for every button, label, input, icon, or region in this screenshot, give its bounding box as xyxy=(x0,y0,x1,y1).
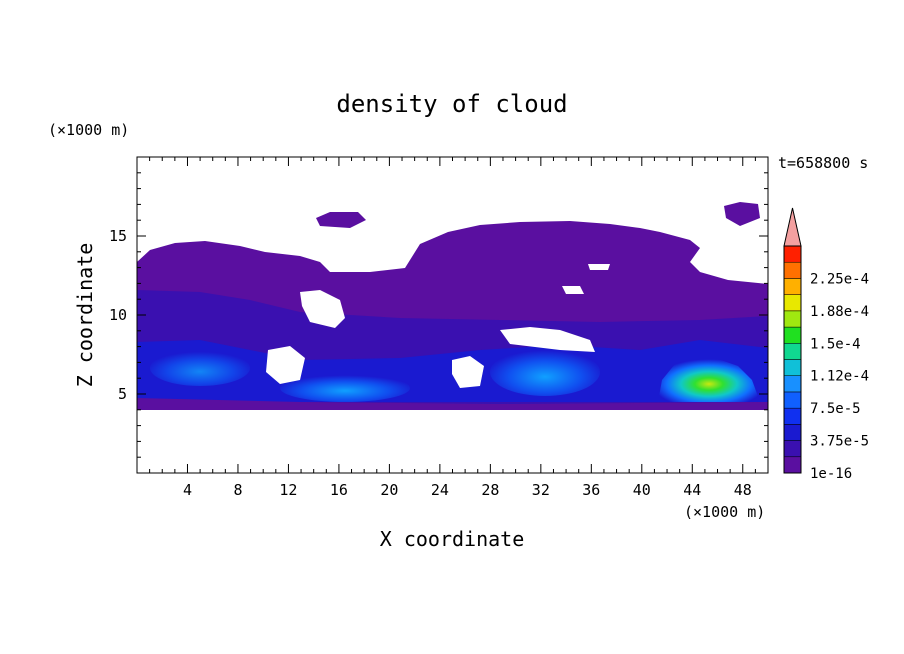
cloud-puff xyxy=(724,202,760,226)
cloud-base xyxy=(137,398,768,410)
y-tick-label: 5 xyxy=(118,385,127,403)
clear-hole xyxy=(452,356,484,388)
cell-x31 xyxy=(490,348,600,396)
x-axis-label: X coordinate xyxy=(380,527,525,551)
y-tick-label: 10 xyxy=(109,306,127,324)
core-x44 xyxy=(658,357,760,402)
colorbar-swatch xyxy=(783,440,802,458)
colorbar-label: 3.75e-5 xyxy=(810,434,869,450)
colorbar-label: 1.12e-4 xyxy=(810,369,869,385)
x-tick-label: 44 xyxy=(683,481,701,499)
colorbar-overflow-triangle xyxy=(783,207,802,247)
colorbar-swatch xyxy=(783,424,802,441)
colorbar-swatch xyxy=(783,359,802,376)
colorbar-label: 7.5e-5 xyxy=(810,401,861,417)
x-ticks: 4 8 12 16 20 24 28 32 36 40 44 48 xyxy=(149,157,756,499)
x-tick-label: 24 xyxy=(431,481,449,499)
colorbar-swatch xyxy=(783,261,802,279)
colorbar-swatch xyxy=(783,245,802,263)
x-tick-label: 4 xyxy=(183,481,192,499)
x-tick-label: 20 xyxy=(380,481,398,499)
colorbar-swatch xyxy=(783,343,802,360)
y-axis-label: Z coordinate xyxy=(73,243,97,388)
colorbar-label: 1.5e-4 xyxy=(810,336,861,352)
x-tick-label: 8 xyxy=(233,481,242,499)
cloud-puff xyxy=(316,212,366,228)
y-unit-label: (×1000 m) xyxy=(48,121,129,139)
colorbar: 1e-16 3.75e-5 7.5e-5 1.12e-4 1.5e-4 1.88e-4 2.… xyxy=(783,207,869,482)
y-tick-label: 15 xyxy=(109,227,127,245)
clear-hole xyxy=(500,327,595,352)
colorbar-swatch xyxy=(783,278,802,295)
x-tick-label: 16 xyxy=(330,481,348,499)
clear-hole xyxy=(588,264,610,270)
colorbar-swatch xyxy=(783,326,802,344)
clear-hole xyxy=(562,286,584,294)
y-ticks: 5 10 15 xyxy=(109,172,768,458)
x-tick-label: 40 xyxy=(633,481,651,499)
colorbar-swatch xyxy=(783,407,802,425)
colorbar-swatch xyxy=(783,294,802,312)
density-field xyxy=(137,202,768,410)
x-tick-label: 48 xyxy=(734,481,752,499)
colorbar-swatch xyxy=(783,375,802,393)
colorbar-label: 2.25e-4 xyxy=(810,271,869,287)
colorbar-frame xyxy=(783,245,802,474)
cell-x16 xyxy=(280,374,410,402)
x-tick-label: 32 xyxy=(532,481,550,499)
x-tick-label: 12 xyxy=(279,481,297,499)
colorbar-swatch xyxy=(783,391,802,409)
time-label: t=658800 s xyxy=(778,154,868,172)
cell-x6 xyxy=(150,350,250,386)
colorbar-label: 1.88e-4 xyxy=(810,304,869,320)
x-tick-label: 28 xyxy=(481,481,499,499)
colorbar-label: 1e-16 xyxy=(810,466,852,482)
clear-hole xyxy=(266,346,305,384)
x-unit-label: (×1000 m) xyxy=(684,503,765,521)
colorbar-swatch xyxy=(783,310,802,328)
x-tick-label: 36 xyxy=(582,481,600,499)
clear-hole xyxy=(300,290,345,328)
colorbar-swatch xyxy=(783,456,802,474)
chart-title: density of cloud xyxy=(336,90,567,118)
